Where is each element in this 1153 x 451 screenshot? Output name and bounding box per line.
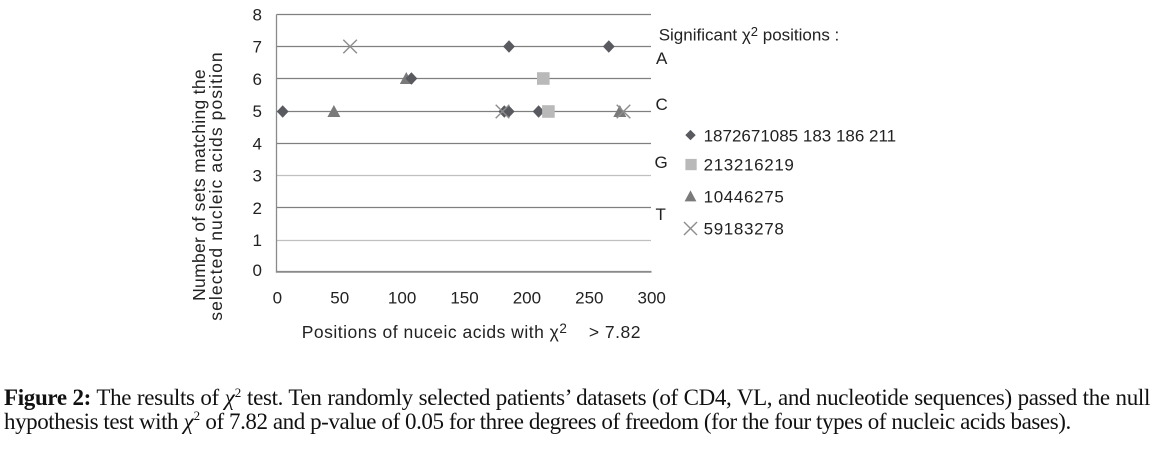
svg-text:0: 0 (253, 261, 262, 280)
svg-text:8: 8 (253, 6, 262, 25)
svg-text:selected nucleic acids positio: selected nucleic acids position (206, 51, 226, 321)
svg-text:A: A (656, 49, 668, 68)
svg-text:10446275: 10446275 (704, 187, 785, 206)
svg-text:1872671085 183 186 211: 1872671085 183 186 211 (704, 126, 897, 145)
svg-text:250: 250 (575, 289, 603, 308)
svg-text:300: 300 (638, 289, 666, 308)
svg-text:T: T (656, 205, 666, 224)
svg-text:1: 1 (253, 231, 262, 250)
svg-text:7: 7 (253, 38, 262, 57)
svg-text:59183278: 59183278 (704, 220, 785, 239)
svg-text:50: 50 (330, 289, 349, 308)
svg-text:Number of sets matching the: Number of sets matching the (189, 69, 209, 301)
svg-text:100: 100 (388, 289, 416, 308)
svg-text:6: 6 (253, 70, 262, 89)
svg-text:0: 0 (273, 289, 282, 308)
svg-text:C: C (656, 95, 668, 114)
svg-text:G: G (655, 153, 668, 172)
svg-text:5: 5 (253, 102, 262, 121)
svg-text:213216219: 213216219 (704, 155, 795, 174)
svg-text:Significant χ2 positions :: Significant χ2 positions : (659, 24, 840, 45)
svg-text:Positions of nuceic acids with: Positions of nuceic acids with χ2 > 7.82 (302, 321, 641, 342)
svg-text:2: 2 (253, 199, 262, 218)
svg-text:200: 200 (513, 289, 541, 308)
svg-text:150: 150 (450, 289, 478, 308)
svg-text:3: 3 (253, 167, 262, 186)
svg-text:4: 4 (253, 134, 262, 153)
